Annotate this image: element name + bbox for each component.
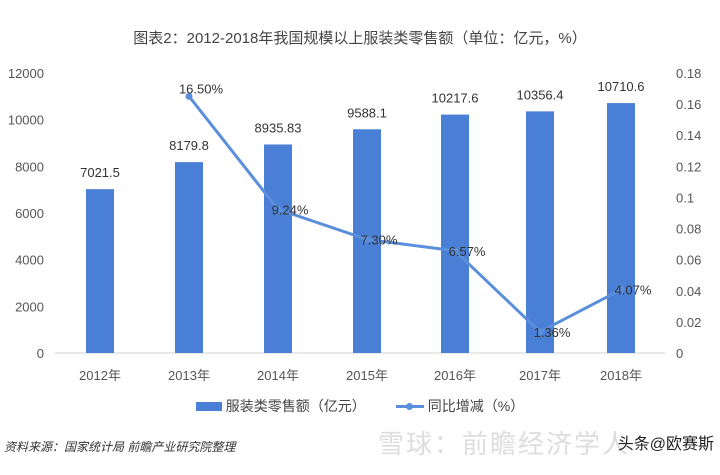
bar <box>526 111 554 353</box>
bar <box>607 103 635 353</box>
bar-label: 8935.83 <box>255 120 302 135</box>
chart: 0 2000 4000 6000 8000 10000 12000 0 0.02 0.04 0.06… <box>8 66 701 383</box>
bar <box>86 189 114 353</box>
chart-title: 图表2：2012-2018年我国规模以上服装类零售额（单位：亿元，%） <box>133 30 587 47</box>
y-right-tick: 0.16 <box>676 97 701 112</box>
y-left-tick: 6000 <box>15 206 44 221</box>
y-right-tick: 0.18 <box>676 66 701 81</box>
x-tick: 2014年 <box>257 368 299 383</box>
watermark-xueqiu: 雪球：前瞻经济学人 <box>377 429 630 459</box>
legend-label: 服装类零售额（亿元） <box>225 398 366 414</box>
line-label: 4.07% <box>615 283 652 298</box>
legend-swatch-bar <box>195 401 222 411</box>
y-left-tick: 10000 <box>8 113 44 128</box>
bar-label: 8179.8 <box>169 138 209 153</box>
legend-item-line: 同比增减（%） <box>395 398 525 414</box>
y-left-tick: 2000 <box>15 299 44 314</box>
line-point <box>363 235 371 243</box>
bar <box>175 162 203 353</box>
line-label: 9.24% <box>272 202 309 217</box>
bar-label: 10217.6 <box>432 91 479 106</box>
legend-swatch-line <box>395 401 424 411</box>
y-right-tick: 0.1 <box>676 190 694 205</box>
watermark: 头条@欧赛斯 <box>617 436 714 453</box>
legend-item-bar: 服装类零售额（亿元） <box>195 398 366 414</box>
line-label: 6.57% <box>449 244 486 259</box>
y-left-tick: 12000 <box>8 66 44 81</box>
x-tick: 2012年 <box>79 368 121 383</box>
line-point <box>536 328 544 336</box>
bar <box>264 144 292 353</box>
bar <box>441 114 469 354</box>
bar-label: 9588.1 <box>347 105 387 120</box>
y-right-tick: 0.02 <box>676 315 701 330</box>
y-left-tick: 4000 <box>15 253 44 268</box>
y-right-tick: 0.06 <box>676 253 701 268</box>
line-point <box>617 286 625 294</box>
legend-label: 同比增减（%） <box>427 398 525 414</box>
y-right-tick: 0.14 <box>676 128 701 143</box>
y-right-tick: 0.04 <box>676 284 701 299</box>
y-right-tick: 0.08 <box>676 222 701 237</box>
line-point <box>185 92 193 100</box>
y-right-tick: 0.12 <box>676 159 701 174</box>
bar-label: 10356.4 <box>517 87 564 102</box>
y-left-tick: 0 <box>37 346 44 361</box>
y-left-tick: 8000 <box>15 159 44 174</box>
line-label: 1.36% <box>534 325 571 340</box>
line-point <box>274 205 282 213</box>
x-tick: 2018年 <box>600 368 642 383</box>
line-series <box>187 95 622 334</box>
bar-label: 7021.5 <box>80 165 120 180</box>
source-note: 资料来源：国家统计局 前瞻产业研究院整理 <box>4 440 236 454</box>
bar-label: 10710.6 <box>598 79 645 94</box>
y-right-tick: 0 <box>676 346 683 361</box>
x-tick: 2017年 <box>519 368 561 383</box>
line-label: 16.50% <box>179 81 224 96</box>
line-label: 7.30% <box>361 232 398 247</box>
x-tick: 2013年 <box>168 368 210 383</box>
legend: 服装类零售额（亿元） 同比增减（%） <box>0 398 720 414</box>
line-point <box>451 247 459 255</box>
x-tick: 2015年 <box>346 368 388 383</box>
x-tick: 2016年 <box>434 368 476 383</box>
